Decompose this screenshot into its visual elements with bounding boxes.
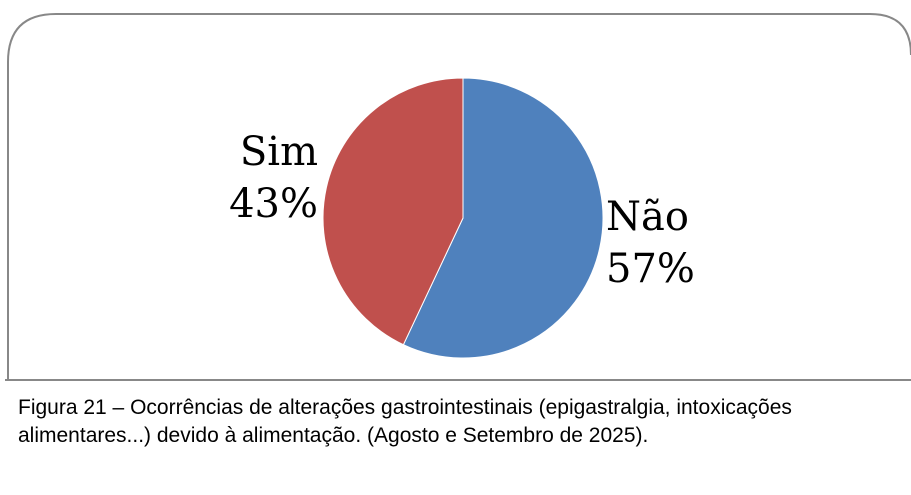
pie-slice bbox=[322, 77, 464, 346]
frame bbox=[7, 13, 911, 380]
slice-value: 57% bbox=[606, 246, 695, 292]
pie-slice bbox=[402, 77, 604, 359]
slice-value: 43% bbox=[229, 181, 318, 227]
slice-name: Não bbox=[606, 194, 689, 240]
slice-name: Sim bbox=[240, 129, 318, 175]
caption: Figura 21 – Ocorrências de alterações ga… bbox=[18, 396, 792, 447]
pie: Não 57% Sim 43% bbox=[229, 77, 695, 359]
